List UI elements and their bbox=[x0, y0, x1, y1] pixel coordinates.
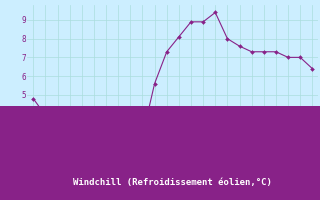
Text: Windchill (Refroidissement éolien,°C): Windchill (Refroidissement éolien,°C) bbox=[73, 178, 272, 188]
